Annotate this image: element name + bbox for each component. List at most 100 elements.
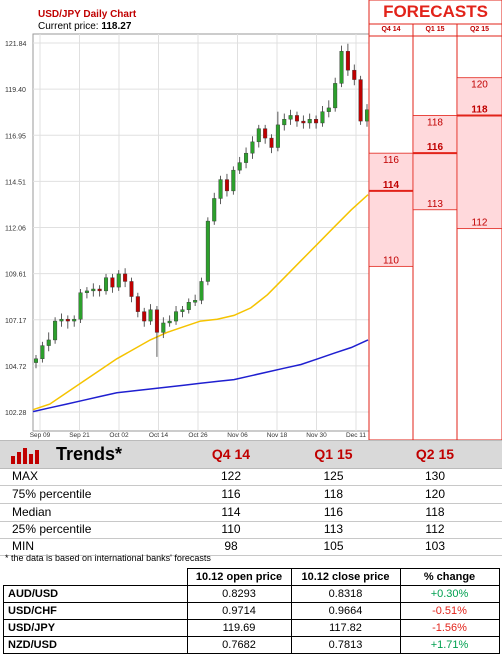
candle-body — [282, 119, 287, 126]
x-tick-label: Nov 18 — [267, 432, 288, 439]
price-change-table: 10.12 open price 10.12 close price % cha… — [3, 568, 500, 654]
candle-body — [339, 51, 344, 84]
trends-cell: 120 — [424, 487, 446, 501]
candle-body — [34, 358, 39, 363]
price-change: +0.30% — [399, 585, 500, 603]
trends-cell: 105 — [323, 539, 344, 553]
forecast-box — [456, 77, 502, 230]
price-close: 0.9664 — [290, 602, 401, 620]
candle-body — [123, 273, 128, 282]
candle-body — [180, 309, 185, 312]
price-row: NZD/USD 0.7682 0.7813 +1.71% — [3, 636, 500, 654]
candle-body — [218, 179, 223, 199]
candle-body — [84, 290, 89, 293]
y-tick-label: 114.51 — [5, 179, 26, 186]
candle-body — [294, 115, 299, 122]
price-change: -0.51% — [399, 602, 500, 620]
x-tick-label: Oct 26 — [188, 432, 208, 439]
candle-body — [46, 339, 51, 346]
candle-body — [174, 311, 179, 322]
trends-row: MAX 122 125 130 — [0, 468, 502, 486]
candle-body — [244, 152, 249, 163]
candle-body — [250, 141, 255, 154]
candle-body — [97, 288, 102, 292]
trends-row-label: MIN — [12, 539, 34, 553]
price-close: 0.8318 — [290, 585, 401, 603]
trends-cell: 98 — [224, 539, 238, 553]
moving-average-line — [32, 339, 369, 413]
trends-header-bar — [0, 440, 502, 469]
candle-body — [167, 320, 172, 324]
price-row: USD/CHF 0.9714 0.9664 -0.51% — [3, 602, 500, 620]
forecast-ranges: 116 114 110 118 116 113 120 118 112 — [368, 77, 502, 267]
trends-row-label: Median — [12, 505, 52, 519]
candle-body — [116, 273, 121, 288]
trends-cell: 113 — [323, 522, 344, 536]
price-pair: NZD/USD — [3, 636, 188, 654]
candle-body — [40, 345, 45, 360]
trends-cell: 110 — [221, 522, 241, 536]
forecast-median-label: 114 — [383, 180, 400, 191]
candle-body — [345, 51, 350, 71]
candle-body — [91, 288, 96, 292]
candle-body — [53, 320, 58, 341]
y-tick-label: 107.17 — [5, 318, 27, 325]
price-close: 117.82 — [290, 619, 401, 637]
trends-cell: 116 — [221, 487, 241, 501]
y-tick-label: 102.28 — [5, 410, 27, 417]
candle-body — [148, 309, 153, 322]
candle-body — [65, 318, 70, 322]
trends-cell: 118 — [323, 487, 344, 501]
trends-cell: 103 — [424, 539, 446, 553]
trends-cell: 125 — [323, 469, 344, 483]
moving-average-line — [32, 194, 369, 411]
price-open: 0.7682 — [186, 636, 292, 654]
trends-col-q4: Q4 14 — [211, 446, 251, 462]
price-open: 0.8293 — [186, 585, 292, 603]
trends-title: Trends* — [56, 444, 123, 464]
candle-body — [307, 119, 312, 124]
y-axis-ticks: 121.84 119.40 116.95 114.51 112.06 109.61 107.… — [5, 41, 27, 417]
trends-cell: 116 — [323, 505, 344, 519]
forecast-median-label: 116 — [427, 142, 444, 153]
x-axis-ticks: Sep 09 Sep 21 Oct 02 Oct 14 Oct 26 Nov 06 Nov … — [30, 432, 367, 439]
trends-row-label: MAX — [12, 469, 39, 483]
candle-body — [224, 179, 229, 192]
candle-body — [104, 277, 109, 292]
current-price-value: 118.27 — [101, 21, 132, 32]
candle-body — [365, 109, 370, 122]
x-tick-label: Oct 14 — [149, 432, 169, 439]
price-header-open: 10.12 open price — [186, 568, 292, 586]
price-row: AUD/USD 0.8293 0.8318 +0.30% — [3, 585, 500, 603]
current-price-label: Current price: — [38, 21, 99, 32]
trends-row: 25% percentile 110 113 112 — [0, 521, 502, 539]
plot-frame — [32, 33, 370, 432]
forecast-p25-label: 112 — [472, 218, 488, 229]
price-row: USD/JPY 119.69 117.82 -1.56% — [3, 619, 500, 637]
candle-body — [358, 79, 363, 122]
trends-cell: 122 — [220, 469, 242, 483]
candle-body — [275, 124, 280, 148]
candle-body — [256, 128, 261, 143]
candle-body — [193, 300, 198, 303]
forecast-col-q4-label: Q4 14 — [381, 26, 401, 33]
forecast-col-q1-label: Q1 15 — [425, 26, 445, 33]
price-open: 119.69 — [186, 619, 292, 637]
trends-col-q1: Q1 15 — [314, 446, 353, 462]
candle-body — [288, 115, 293, 120]
candle-body — [269, 137, 274, 148]
trends-col-q2: Q2 15 — [415, 446, 455, 462]
trends-row-label: 75% percentile — [12, 487, 92, 501]
price-change: -1.56% — [399, 619, 500, 637]
forecast-box — [412, 115, 458, 211]
trends-cell: 118 — [425, 505, 445, 519]
candle-body — [352, 69, 357, 80]
y-tick-label: 104.72 — [5, 364, 27, 371]
trends-footnote: * the data is based on international ban… — [5, 553, 211, 563]
y-tick-label: 112.06 — [5, 226, 26, 233]
x-tick-label: Nov 30 — [306, 432, 327, 439]
trends-row: MIN 98 105 103 — [0, 538, 502, 556]
chart-title: USD/JPY Daily Chart — [38, 9, 137, 20]
trends-row: 75% percentile 116 118 120 — [0, 486, 502, 504]
usdjpy-chart: 121.84 119.40 116.95 114.51 112.06 109.61 107.… — [5, 0, 502, 440]
